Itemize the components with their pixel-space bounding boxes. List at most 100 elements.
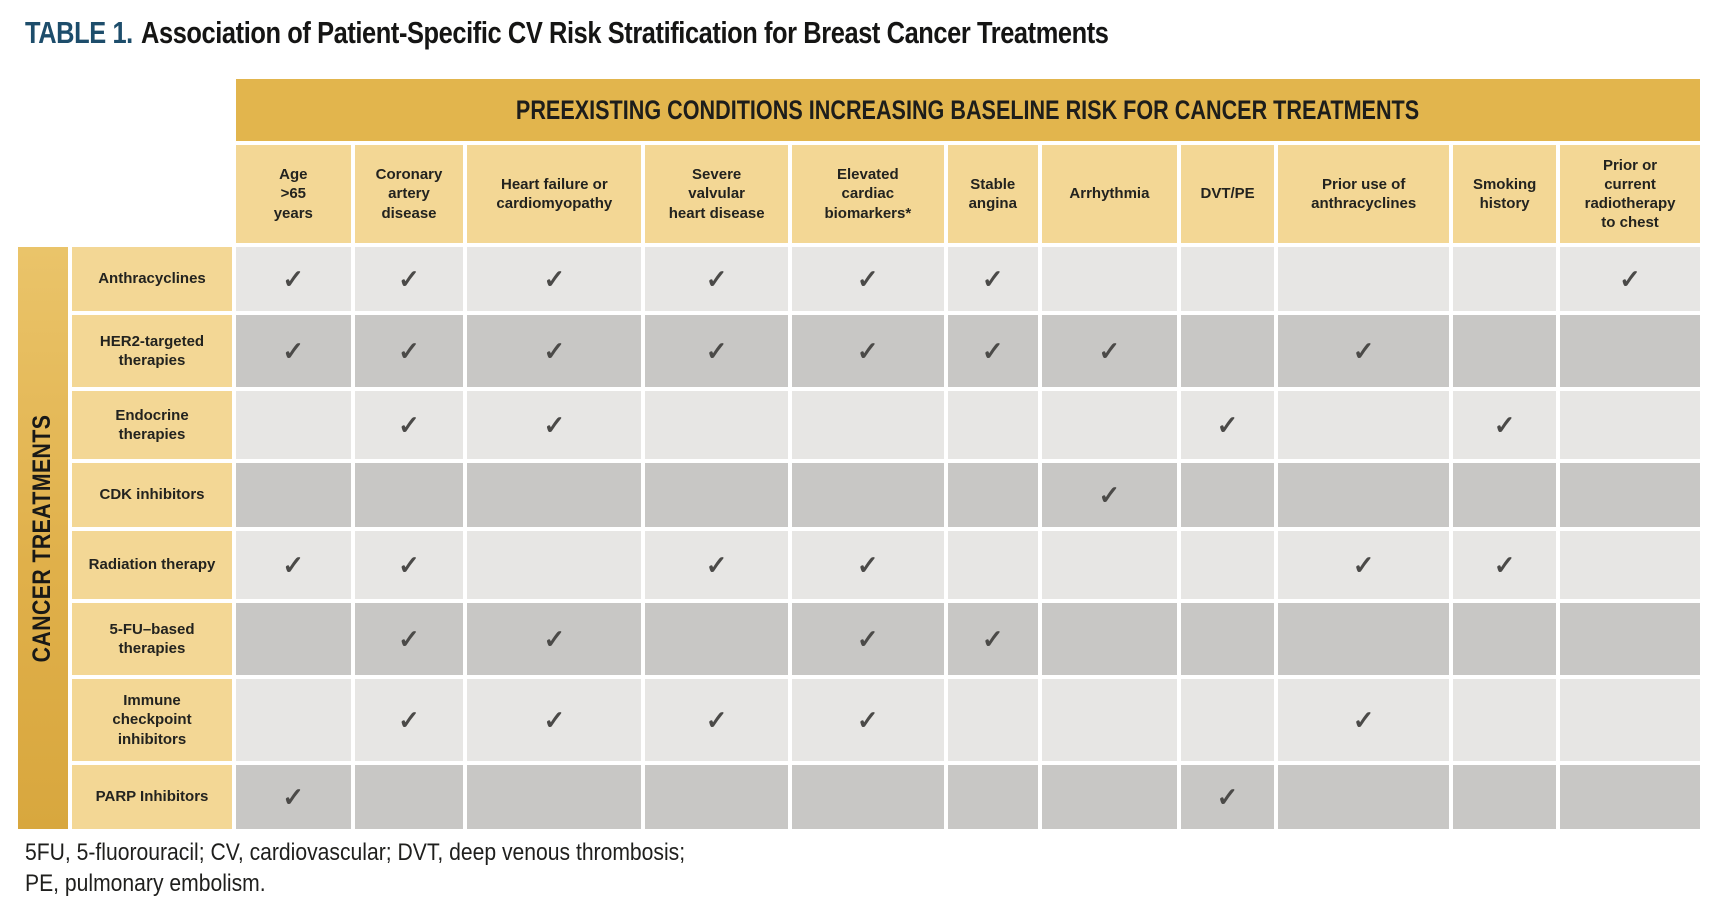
banner-text: PREEXISTING CONDITIONS INCREASING BASELI… [516, 94, 1420, 125]
row-header-5: Radiation therapy [72, 531, 232, 599]
matrix-cell-r7-c2: ✓ [354, 679, 464, 761]
check-icon: ✓ [1216, 410, 1239, 440]
matrix-cell-r8-c3 [467, 765, 642, 829]
matrix-cell-r8-c10 [1453, 765, 1557, 829]
matrix-cell-r1-c7 [1041, 247, 1177, 311]
check-icon: ✓ [1098, 480, 1121, 510]
matrix-cell-r8-c1: ✓ [236, 765, 351, 829]
column-header-7: Arrhythmia [1041, 145, 1177, 243]
check-icon: ✓ [543, 336, 566, 366]
matrix-cell-r3-c8: ✓ [1180, 391, 1275, 459]
column-header-2: Coronary artery disease [354, 145, 464, 243]
matrix-cell-r4-c8 [1180, 463, 1275, 527]
matrix-cell-r4-c2 [354, 463, 464, 527]
check-icon: ✓ [705, 550, 728, 580]
matrix-cell-r2-c7: ✓ [1041, 315, 1177, 387]
matrix-cell-r3-c3: ✓ [467, 391, 642, 459]
matrix-cell-r1-c11: ✓ [1560, 247, 1700, 311]
matrix-cell-r4-c10 [1453, 463, 1557, 527]
check-icon: ✓ [856, 264, 879, 294]
matrix-cell-r7-c11 [1560, 679, 1700, 761]
check-icon: ✓ [856, 550, 879, 580]
matrix-cell-r7-c8 [1180, 679, 1275, 761]
column-header-3: Heart failure or cardiomyopathy [467, 145, 642, 243]
matrix-cell-r4-c6 [947, 463, 1038, 527]
matrix-cell-r7-c3: ✓ [467, 679, 642, 761]
check-icon: ✓ [398, 410, 420, 440]
check-icon: ✓ [705, 705, 728, 735]
matrix-cell-r2-c10 [1453, 315, 1557, 387]
check-icon: ✓ [1352, 705, 1375, 735]
matrix-cell-r7-c5: ✓ [792, 679, 944, 761]
matrix-cell-r5-c1: ✓ [236, 531, 351, 599]
check-icon: ✓ [1493, 410, 1516, 440]
matrix-cell-r1-c4: ✓ [645, 247, 789, 311]
matrix-cell-r7-c1 [236, 679, 351, 761]
row-header-4: CDK inhibitors [72, 463, 232, 527]
check-icon: ✓ [1493, 550, 1516, 580]
matrix-cell-r5-c5: ✓ [792, 531, 944, 599]
footnote-line-1: 5FU, 5-fluorouracil; CV, cardiovascular;… [25, 839, 686, 866]
check-icon: ✓ [282, 336, 305, 366]
check-icon: ✓ [1352, 336, 1375, 366]
matrix-cell-r4-c9 [1278, 463, 1450, 527]
matrix-cell-r6-c4 [645, 603, 789, 675]
check-icon: ✓ [1098, 336, 1121, 366]
matrix-cell-r8-c6 [947, 765, 1038, 829]
matrix-cell-r4-c3 [467, 463, 642, 527]
matrix-cell-r3-c2: ✓ [354, 391, 464, 459]
check-icon: ✓ [856, 336, 879, 366]
column-header-11: Prior or current radiotherapy to chest [1560, 145, 1700, 243]
matrix-cell-r5-c2: ✓ [354, 531, 464, 599]
check-icon: ✓ [398, 550, 420, 580]
matrix-cell-r6-c5: ✓ [792, 603, 944, 675]
matrix-cell-r3-c9 [1278, 391, 1450, 459]
footnote: 5FU, 5-fluorouracil; CV, cardiovascular;… [25, 837, 1700, 899]
row-header-6: 5-FU–based therapies [72, 603, 232, 675]
check-icon: ✓ [543, 264, 566, 294]
matrix-cell-r7-c10 [1453, 679, 1557, 761]
table-number-label: TABLE 1. [25, 15, 133, 50]
side-band-text: CANCER TREATMENTS [28, 414, 57, 662]
matrix-cell-r8-c11 [1560, 765, 1700, 829]
matrix-cell-r7-c4: ✓ [645, 679, 789, 761]
column-header-10: Smoking history [1453, 145, 1557, 243]
matrix-cell-r6-c7 [1041, 603, 1177, 675]
matrix-cell-r5-c11 [1560, 531, 1700, 599]
check-icon: ✓ [282, 264, 305, 294]
check-icon: ✓ [543, 705, 566, 735]
matrix-cell-r8-c2 [354, 765, 464, 829]
check-icon: ✓ [981, 336, 1004, 366]
matrix-cell-r2-c11 [1560, 315, 1700, 387]
matrix-cell-r7-c7 [1041, 679, 1177, 761]
check-icon: ✓ [1216, 782, 1239, 812]
row-header-3: Endocrine therapies [72, 391, 232, 459]
matrix-cell-r6-c9 [1278, 603, 1450, 675]
row-header-8: PARP Inhibitors [72, 765, 232, 829]
page-title: TABLE 1. Association of Patient-Specific … [25, 15, 1700, 50]
check-icon: ✓ [282, 550, 305, 580]
matrix-cell-r5-c10: ✓ [1453, 531, 1557, 599]
matrix-cell-r1-c2: ✓ [354, 247, 464, 311]
matrix-cell-r8-c7 [1041, 765, 1177, 829]
matrix-cell-r3-c1 [236, 391, 351, 459]
column-header-6: Stable angina [947, 145, 1038, 243]
column-header-8: DVT/PE [1180, 145, 1275, 243]
check-icon: ✓ [981, 624, 1004, 654]
check-icon: ✓ [398, 264, 420, 294]
check-icon: ✓ [1619, 264, 1641, 294]
matrix-cell-r2-c4: ✓ [645, 315, 789, 387]
check-icon: ✓ [398, 336, 420, 366]
matrix-cell-r2-c8 [1180, 315, 1275, 387]
matrix-cell-r8-c8: ✓ [1180, 765, 1275, 829]
matrix-cell-r3-c5 [792, 391, 944, 459]
matrix-cell-r3-c10: ✓ [1453, 391, 1557, 459]
matrix-cell-r6-c3: ✓ [467, 603, 642, 675]
check-icon: ✓ [981, 264, 1004, 294]
matrix-cell-r6-c1 [236, 603, 351, 675]
row-header-1: Anthracyclines [72, 247, 232, 311]
matrix-cell-r7-c6 [947, 679, 1038, 761]
matrix-cell-r6-c10 [1453, 603, 1557, 675]
matrix-cell-r1-c6: ✓ [947, 247, 1038, 311]
